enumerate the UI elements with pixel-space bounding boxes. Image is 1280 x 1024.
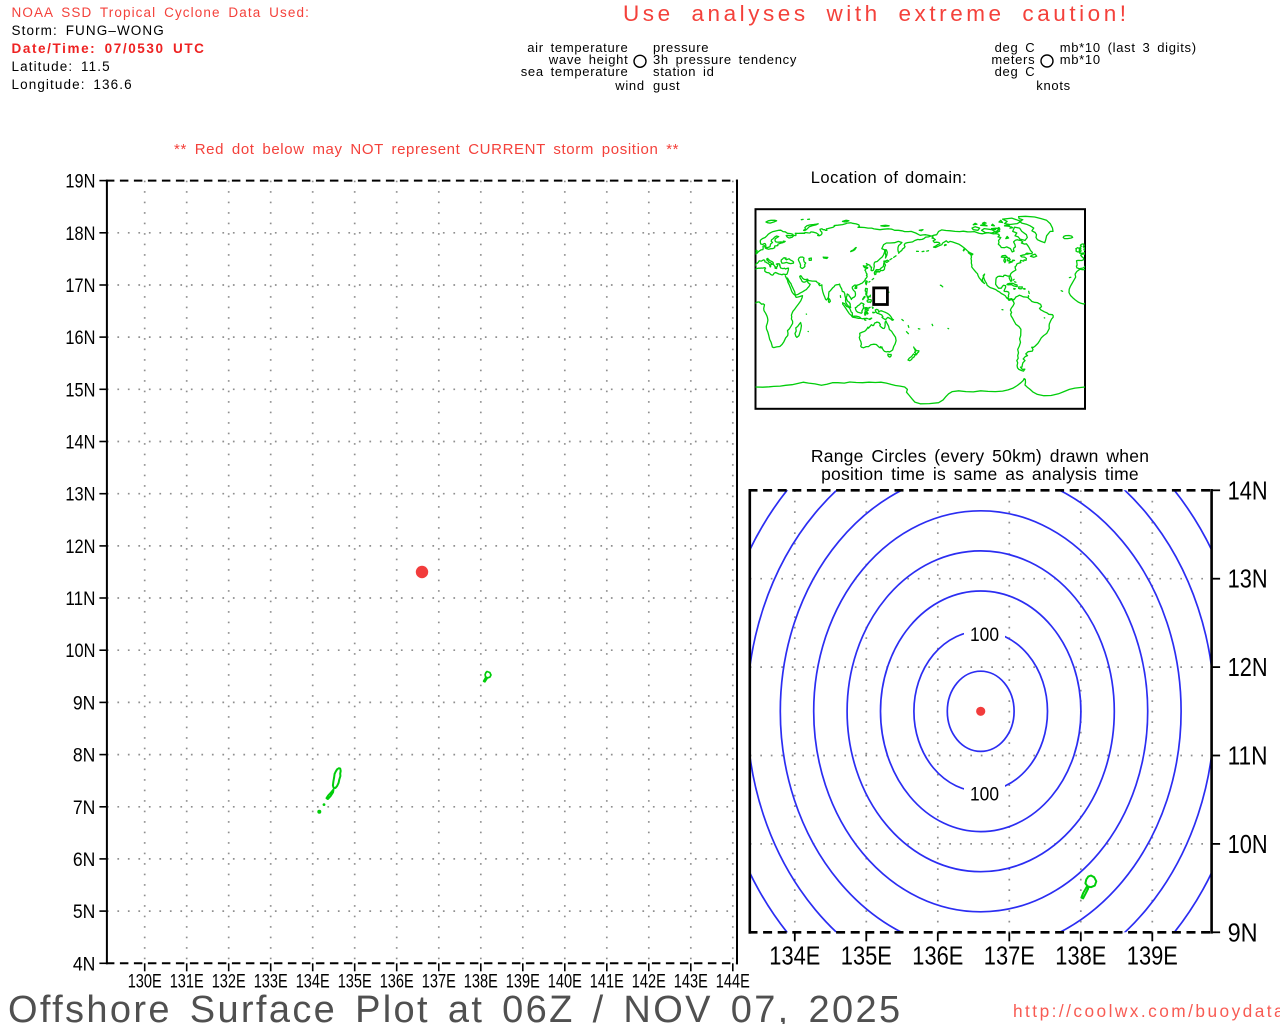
svg-text:10N: 10N [65, 640, 95, 662]
svg-text:17N: 17N [65, 275, 95, 297]
svg-text:134E: 134E [296, 970, 330, 992]
svg-text:11N: 11N [1228, 741, 1268, 771]
svg-text:137E: 137E [984, 940, 1035, 970]
svg-text:4N: 4N [73, 953, 96, 975]
svg-text:136E: 136E [912, 940, 963, 970]
svg-text:5N: 5N [73, 901, 96, 923]
svg-text:138E: 138E [464, 970, 498, 992]
svg-text:139E: 139E [1127, 940, 1178, 970]
svg-text:135E: 135E [841, 940, 892, 970]
svg-text:133E: 133E [254, 970, 288, 992]
svg-text:7N: 7N [73, 797, 96, 819]
svg-text:13N: 13N [65, 484, 95, 506]
svg-text:130E: 130E [128, 970, 162, 992]
svg-text:9N: 9N [1228, 917, 1258, 947]
svg-text:8N: 8N [73, 745, 96, 767]
svg-text:14N: 14N [65, 432, 95, 454]
svg-text:140E: 140E [548, 970, 582, 992]
svg-text:142E: 142E [632, 970, 666, 992]
svg-text:137E: 137E [422, 970, 456, 992]
svg-text:16N: 16N [65, 327, 95, 349]
svg-text:12N: 12N [65, 536, 95, 558]
svg-text:136E: 136E [380, 970, 414, 992]
svg-text:13N: 13N [1228, 564, 1268, 594]
svg-text:138E: 138E [1055, 940, 1106, 970]
svg-text:135E: 135E [338, 970, 372, 992]
svg-text:132E: 132E [212, 970, 246, 992]
svg-text:131E: 131E [170, 970, 204, 992]
svg-text:100: 100 [970, 624, 999, 646]
svg-text:139E: 139E [506, 970, 540, 992]
svg-text:6N: 6N [73, 849, 96, 871]
svg-text:12N: 12N [1228, 652, 1268, 682]
svg-text:143E: 143E [674, 970, 708, 992]
svg-text:144E: 144E [716, 970, 750, 992]
svg-text:14N: 14N [1228, 475, 1268, 505]
svg-text:9N: 9N [73, 692, 96, 714]
svg-text:15N: 15N [65, 379, 95, 401]
svg-text:18N: 18N [65, 223, 95, 245]
svg-text:11N: 11N [65, 588, 95, 610]
svg-text:10N: 10N [1228, 829, 1268, 859]
svg-text:134E: 134E [769, 940, 820, 970]
svg-text:141E: 141E [590, 970, 624, 992]
svg-text:19N: 19N [65, 171, 95, 193]
svg-text:100: 100 [970, 784, 999, 806]
